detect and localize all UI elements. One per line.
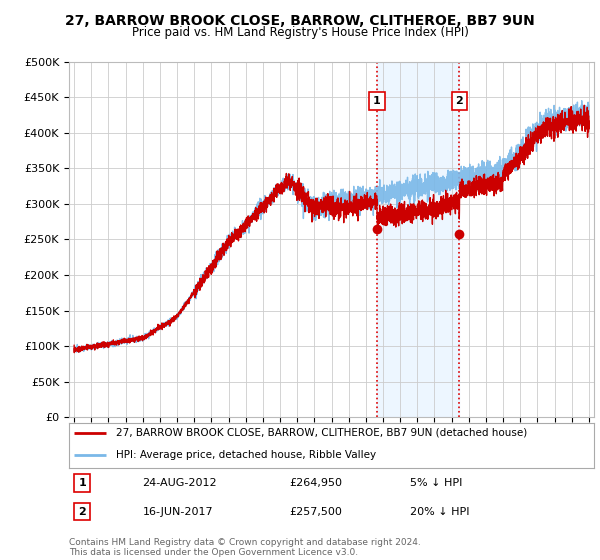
Text: 24-AUG-2012: 24-AUG-2012 [143, 478, 217, 488]
Text: 20% ↓ HPI: 20% ↓ HPI [410, 507, 470, 516]
Text: £264,950: £264,950 [290, 478, 343, 488]
Text: 1: 1 [373, 96, 381, 106]
Text: 1: 1 [78, 478, 86, 488]
Text: £257,500: £257,500 [290, 507, 343, 516]
Bar [377, 62, 460, 417]
Text: 27, BARROW BROOK CLOSE, BARROW, CLITHEROE, BB7 9UN (detached house): 27, BARROW BROOK CLOSE, BARROW, CLITHERO… [116, 428, 527, 438]
Text: 16-JUN-2017: 16-JUN-2017 [143, 507, 213, 516]
Text: Contains HM Land Registry data © Crown copyright and database right 2024.
This d: Contains HM Land Registry data © Crown c… [69, 538, 421, 557]
Text: 2: 2 [455, 96, 463, 106]
Text: 2: 2 [78, 507, 86, 516]
Text: 27, BARROW BROOK CLOSE, BARROW, CLITHEROE, BB7 9UN: 27, BARROW BROOK CLOSE, BARROW, CLITHERO… [65, 14, 535, 28]
Text: HPI: Average price, detached house, Ribble Valley: HPI: Average price, detached house, Ribb… [116, 450, 376, 460]
Text: 5% ↓ HPI: 5% ↓ HPI [410, 478, 463, 488]
Text: Price paid vs. HM Land Registry's House Price Index (HPI): Price paid vs. HM Land Registry's House … [131, 26, 469, 39]
